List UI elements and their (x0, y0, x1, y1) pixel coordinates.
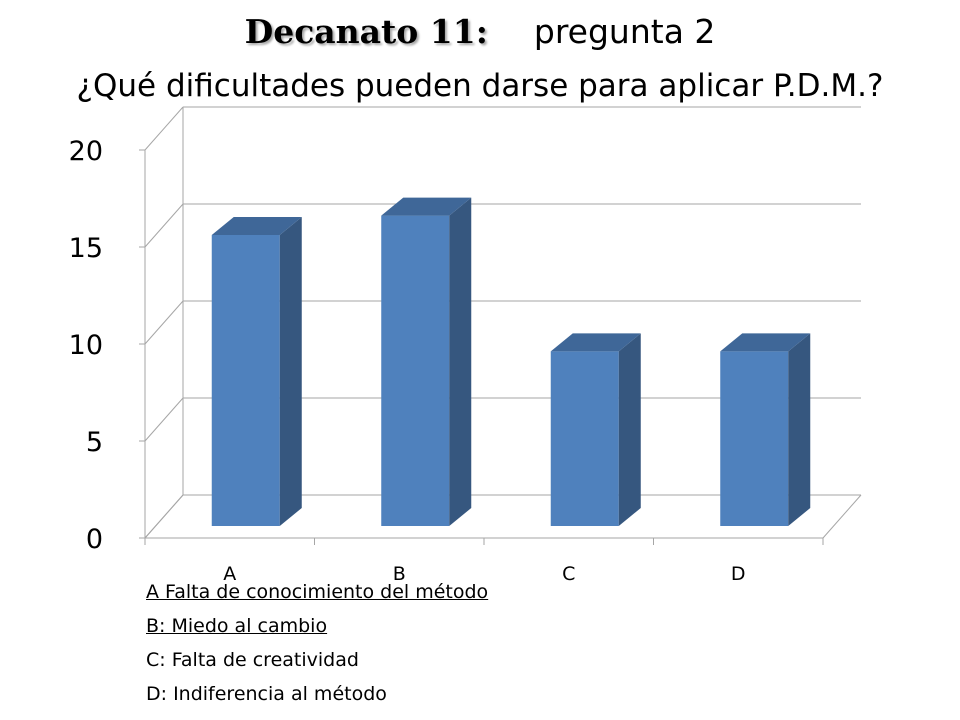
bar-front-a (211, 235, 280, 526)
legend-item-d: D: Indiferencia al método (146, 683, 387, 705)
chart-title-question: ¿Qué dificultades pueden darse para apli… (76, 68, 884, 104)
y-tick-label: 5 (86, 427, 103, 458)
legend: A Falta de conocimiento del método B: Mi… (146, 580, 488, 716)
gridline-diagonal (144, 106, 184, 151)
bar-side-b (449, 197, 472, 526)
bar-top-d (720, 333, 811, 352)
legend-item-c: C: Falta de creatividad (146, 649, 359, 671)
legend-item-b: B: Miedo al cambio (146, 615, 328, 637)
x-tick-label: D (731, 563, 746, 585)
bar-front-b (381, 215, 450, 526)
chart-title-line1: Decanato 11: pregunta 2 (0, 12, 960, 52)
legend-item-a: A Falta de conocimiento del método (146, 581, 489, 603)
bar-top-a (211, 217, 302, 235)
bar-top-b (381, 197, 472, 216)
y-tick-label: 20 (69, 136, 103, 167)
bar-side-d (788, 333, 811, 526)
x-tick-label: C (562, 563, 575, 585)
bar-side-c (618, 333, 641, 526)
floor-right-edge (822, 494, 862, 539)
bar-side-a (279, 217, 302, 526)
chart-title-bold: Decanato 11: (244, 12, 488, 51)
x-tick-label: B (393, 563, 406, 585)
gridline-diagonal (144, 300, 184, 345)
gridline-diagonal (144, 494, 184, 539)
x-tick-label: A (223, 563, 236, 585)
bar-front-c (550, 351, 619, 526)
y-tick-label: 15 (69, 233, 103, 264)
y-tick-label: 0 (86, 524, 103, 555)
chart-title-rest: pregunta 2 (533, 12, 716, 51)
y-tick-label: 10 (69, 330, 103, 361)
gridline-diagonal (144, 397, 184, 442)
bar-front-d (720, 351, 789, 526)
bar-top-c (550, 333, 641, 352)
gridline-diagonal (144, 203, 184, 248)
